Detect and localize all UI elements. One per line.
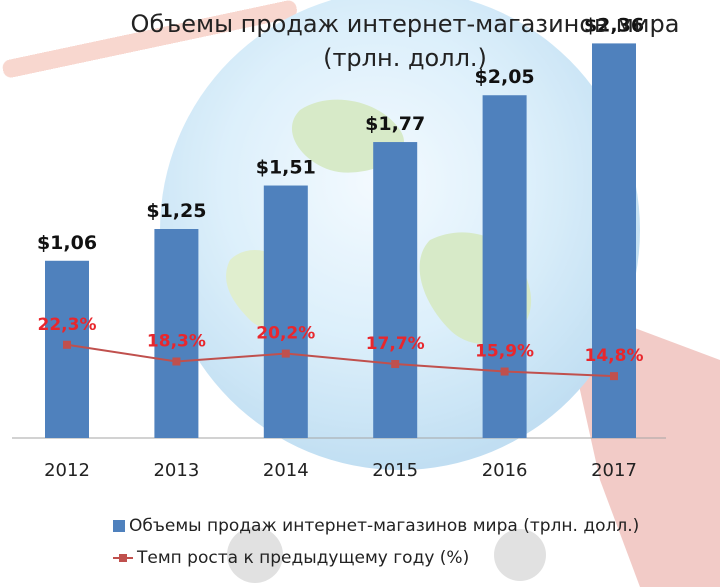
bar-2016 bbox=[482, 95, 527, 439]
growth-rate-label-2017: 14,8% bbox=[585, 346, 644, 366]
growth-rate-label-2013: 18,3% bbox=[147, 332, 206, 352]
bar-value-label-2013: $1,25 bbox=[146, 200, 206, 222]
bar-value-label-2016: $2,05 bbox=[475, 66, 535, 88]
x-tick-label-2012: 2012 bbox=[44, 460, 90, 481]
chart-subtitle: (трлн. долл.) bbox=[323, 44, 487, 72]
bar-value-label-2014: $1,51 bbox=[256, 157, 316, 179]
bar-2014 bbox=[263, 185, 308, 438]
x-tick-label-2014: 2014 bbox=[263, 460, 309, 481]
x-tick-label-2015: 2015 bbox=[372, 460, 418, 481]
legend-bar-swatch bbox=[113, 520, 125, 532]
growth-rate-marker-2017 bbox=[610, 372, 618, 381]
legend-item-line: Темп роста к предыдущему году (%) bbox=[113, 548, 469, 568]
bar-value-label-2017: $2,36 bbox=[584, 14, 644, 36]
legend-item-bars: Объемы продаж интернет-магазинов мира (т… bbox=[113, 516, 639, 536]
legend-line-swatch bbox=[113, 552, 133, 564]
chart-title: Объемы продаж интернет-магазинов мира bbox=[130, 10, 680, 38]
x-tick-label-2017: 2017 bbox=[591, 460, 637, 481]
growth-rate-marker-2014 bbox=[281, 349, 290, 358]
growth-rate-label-2015: 17,7% bbox=[366, 334, 425, 354]
growth-rate-label-2012: 22,3% bbox=[38, 315, 97, 335]
x-tick-label-2013: 2013 bbox=[153, 460, 199, 481]
growth-rate-label-2016: 15,9% bbox=[475, 342, 534, 362]
growth-rate-marker-2015 bbox=[391, 360, 400, 369]
x-tick-label-2016: 2016 bbox=[482, 460, 528, 481]
legend-bar-label: Объемы продаж интернет-магазинов мира (т… bbox=[129, 516, 640, 536]
growth-rate-marker-2012 bbox=[63, 340, 71, 349]
growth-rate-line bbox=[66, 343, 615, 378]
growth-rate-marker-2016 bbox=[500, 367, 509, 376]
bar-2015 bbox=[373, 142, 418, 438]
bar-2012 bbox=[45, 260, 89, 438]
bar-value-label-2015: $1,77 bbox=[365, 113, 425, 135]
legend-line-label: Темп роста к предыдущему году (%) bbox=[137, 548, 470, 568]
bar-value-label-2012: $1,06 bbox=[37, 232, 97, 254]
bar-2013 bbox=[154, 229, 199, 438]
growth-rate-marker-2013 bbox=[172, 357, 181, 366]
growth-rate-label-2014: 20,2% bbox=[256, 324, 315, 344]
